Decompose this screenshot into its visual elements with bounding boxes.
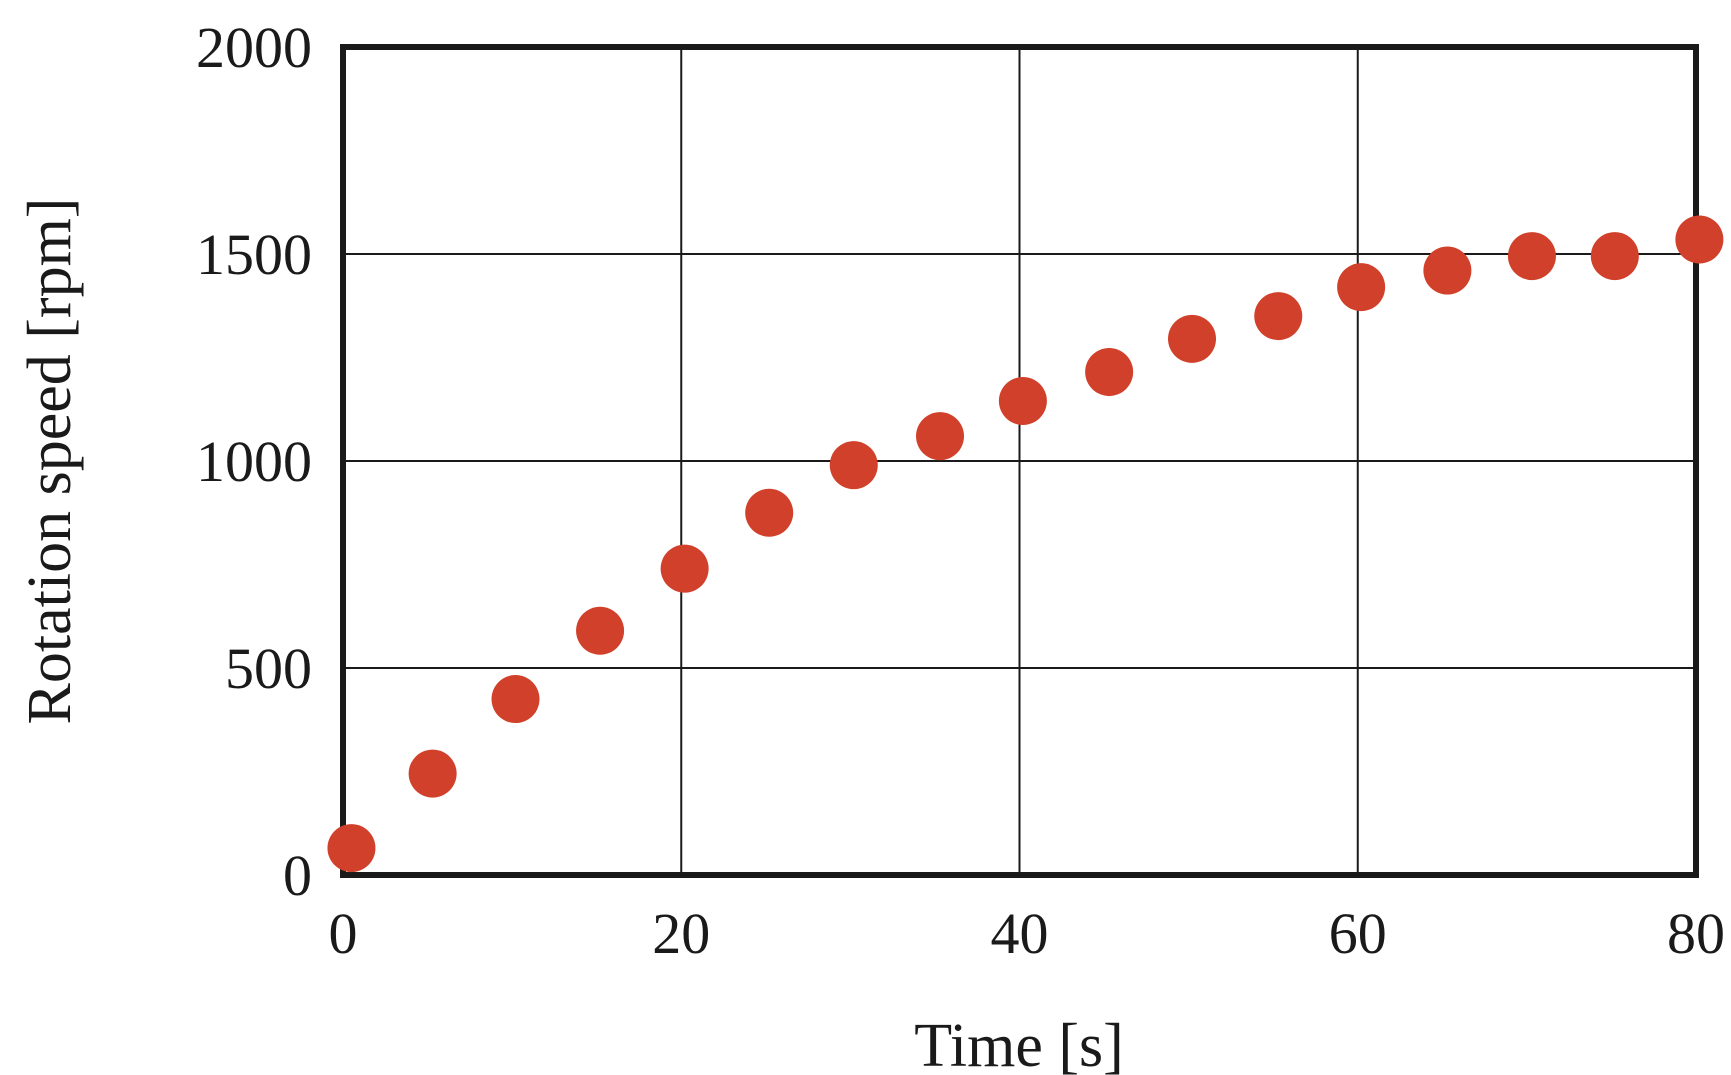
data-point: [998, 376, 1047, 425]
data-point: [1337, 263, 1386, 312]
data-point: [1590, 232, 1639, 281]
data-points: [327, 215, 1724, 873]
data-point: [1507, 232, 1556, 281]
data-point: [576, 606, 625, 655]
data-point: [327, 824, 376, 873]
data-point: [408, 749, 457, 798]
y-tick-label: 2000: [196, 15, 312, 80]
data-point: [916, 412, 965, 461]
plot-area-frame: [340, 44, 1699, 878]
data-point: [1168, 314, 1217, 363]
x-tick-label: 0: [329, 901, 358, 966]
y-tick-label: 1500: [196, 222, 312, 287]
x-axis-tick-labels: 0 20 40 60 80: [329, 901, 1726, 966]
x-tick-label: 60: [1329, 901, 1387, 966]
data-point: [745, 488, 794, 537]
y-axis-title: Rotation speed [rpm]: [16, 198, 84, 725]
data-point: [1675, 215, 1724, 264]
x-axis-title: Time [s]: [914, 1012, 1124, 1075]
data-point: [1423, 246, 1472, 295]
y-tick-label: 0: [283, 843, 312, 908]
y-tick-label: 500: [225, 636, 312, 701]
data-point: [1085, 347, 1134, 396]
data-point: [829, 441, 878, 490]
data-point: [660, 544, 709, 593]
data-point: [491, 675, 540, 724]
y-tick-label: 1000: [196, 429, 312, 494]
x-tick-label: 20: [652, 901, 710, 966]
data-point: [1254, 292, 1303, 341]
grid-lines: [343, 47, 1696, 875]
x-tick-label: 40: [991, 901, 1049, 966]
y-axis-tick-labels: 0 500 1000 1500 2000: [196, 15, 312, 908]
x-tick-label: 80: [1667, 901, 1725, 966]
